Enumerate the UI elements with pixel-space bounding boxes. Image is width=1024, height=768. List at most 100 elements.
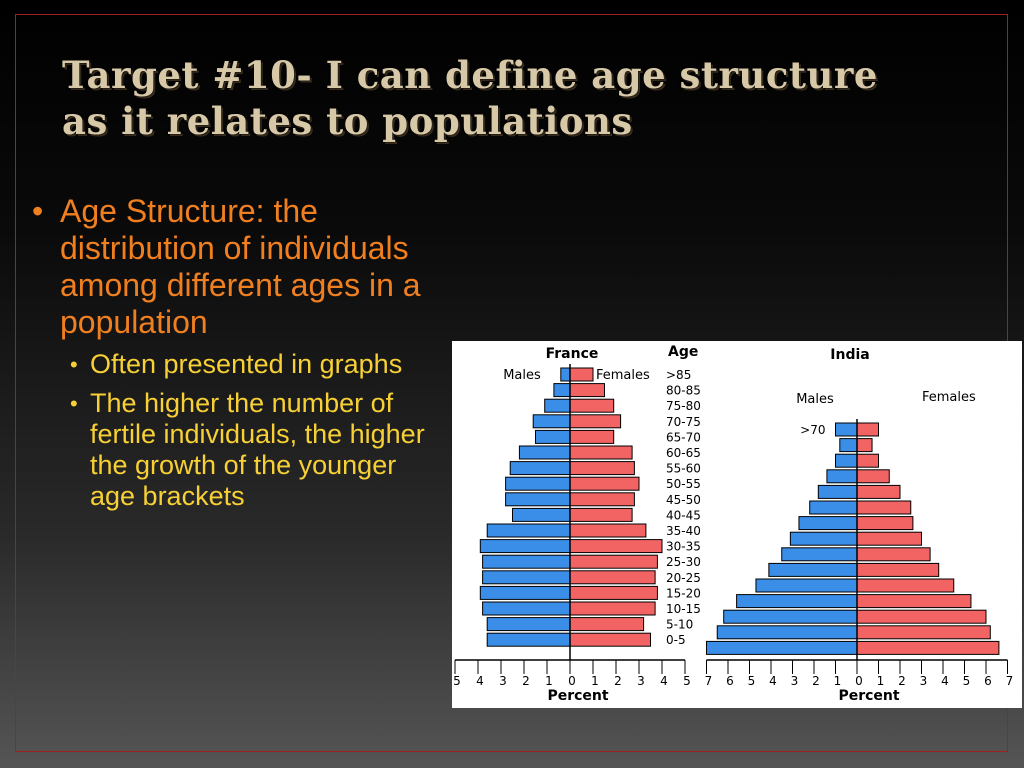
bullet-dot: • xyxy=(32,193,44,229)
france-x-tick-label: 0 xyxy=(568,674,576,688)
india-female-bar xyxy=(856,469,890,484)
india-female-bar xyxy=(856,453,879,468)
india-males-label: Males xyxy=(796,392,834,407)
india-female-bar xyxy=(856,578,955,593)
bullet-dot: • xyxy=(70,352,78,377)
india-female-bar xyxy=(856,438,873,453)
france-male-bar xyxy=(544,398,571,413)
france-x-tick-label: 4 xyxy=(660,674,668,688)
france-female-bar xyxy=(569,414,622,429)
india-x-tick-label: 2 xyxy=(812,674,820,688)
india-x-tick-label: 7 xyxy=(705,674,713,688)
france-males-label: Males xyxy=(503,368,541,383)
france-female-bar xyxy=(569,429,615,444)
india-female-bar xyxy=(856,422,879,437)
france-male-bar xyxy=(486,523,571,538)
france-female-bar xyxy=(569,476,640,491)
france-age-label: 25-30 xyxy=(666,555,701,569)
india-male-bar xyxy=(723,609,858,624)
india-male-bar xyxy=(789,531,858,546)
india-male-bar xyxy=(755,578,858,593)
india-male-bar xyxy=(706,640,858,655)
india-male-bar xyxy=(798,516,858,531)
france-male-bar xyxy=(486,617,571,632)
france-female-bar xyxy=(569,554,658,569)
sub-bullet-text: The higher the number of fertile individ… xyxy=(90,388,425,511)
france-male-bar xyxy=(509,461,571,476)
france-age-header: Age xyxy=(668,344,698,360)
india-x-tick-label: 6 xyxy=(984,674,992,688)
france-x-tick-label: 3 xyxy=(499,674,507,688)
france-age-label: 75-80 xyxy=(666,399,701,413)
france-age-label: 80-85 xyxy=(666,384,701,398)
india-female-bar xyxy=(856,640,1000,655)
india-x-tick-label: 1 xyxy=(834,674,842,688)
france-age-label: 35-40 xyxy=(666,524,701,538)
france-male-bar xyxy=(535,429,571,444)
france-female-bar xyxy=(569,383,605,398)
france-x-tick-label: 2 xyxy=(614,674,622,688)
india-male-bar xyxy=(826,469,858,484)
france-male-bar xyxy=(505,476,571,491)
france-title: France xyxy=(546,346,599,362)
bullet-dot: • xyxy=(70,391,78,416)
france-age-label: 30-35 xyxy=(666,540,701,554)
sub-bullet: • The higher the number of fertile indiv… xyxy=(32,388,437,512)
france-male-bar xyxy=(512,507,571,522)
france-age-label: 5-10 xyxy=(666,618,693,632)
india-age-label: >70 xyxy=(800,423,825,437)
france-age-label: 10-15 xyxy=(666,602,701,616)
france-x-tick-label: 5 xyxy=(453,674,461,688)
india-x-tick-label: 2 xyxy=(898,674,906,688)
france-age-label: 45-50 xyxy=(666,493,701,507)
france-male-bar xyxy=(486,632,571,647)
france-age-label: 0-5 xyxy=(666,633,686,647)
india-x-tick-label: 4 xyxy=(941,674,949,688)
india-x-tick-label: 3 xyxy=(791,674,799,688)
france-age-label: 15-20 xyxy=(666,586,701,600)
india-male-bar xyxy=(839,438,858,453)
india-x-tick-label: 6 xyxy=(726,674,734,688)
title-line-2: as it relates to populations xyxy=(62,99,633,143)
france-female-bar xyxy=(569,398,615,413)
india-x-axis-label: Percent xyxy=(838,688,899,704)
france-age-label: 40-45 xyxy=(666,508,701,522)
france-female-bar xyxy=(569,492,635,507)
india-male-bar xyxy=(781,547,858,562)
india-x-tick-label: 4 xyxy=(769,674,777,688)
france-x-tick-label: 2 xyxy=(522,674,530,688)
india-female-bar xyxy=(856,594,972,609)
india-female-bar xyxy=(856,516,914,531)
france-female-bar xyxy=(569,461,635,476)
bullet-list: • Age Structure: the distribution of ind… xyxy=(32,193,437,512)
main-bullet: • Age Structure: the distribution of ind… xyxy=(32,193,437,341)
france-male-bar xyxy=(482,554,571,569)
france-male-bar xyxy=(532,414,571,429)
france-female-bar xyxy=(569,617,645,632)
france-females-label: Females xyxy=(596,368,650,383)
india-male-bar xyxy=(768,562,858,577)
india-x-tick-label: 0 xyxy=(855,674,863,688)
india-male-bar xyxy=(809,500,858,515)
france-age-label: >85 xyxy=(666,368,691,382)
india-female-bar xyxy=(856,547,931,562)
india-x-tick-label: 3 xyxy=(920,674,928,688)
india-female-bar xyxy=(856,609,987,624)
france-female-bar xyxy=(569,601,656,616)
india-title: India xyxy=(830,347,869,363)
india-females-label: Females xyxy=(922,390,976,405)
india-female-bar xyxy=(856,562,940,577)
france-male-bar xyxy=(518,445,571,460)
title-line-1: Target #10- I can define age structure xyxy=(62,53,878,97)
france-female-bar xyxy=(569,539,663,554)
france-age-label: 20-25 xyxy=(666,571,701,585)
france-x-tick-label: 5 xyxy=(683,674,691,688)
france-female-bar xyxy=(569,632,651,647)
france-female-bar xyxy=(569,523,647,538)
france-male-bar xyxy=(479,585,571,600)
india-female-bar xyxy=(856,484,901,499)
france-age-label: 60-65 xyxy=(666,446,701,460)
france-female-bar xyxy=(569,445,633,460)
india-female-bar xyxy=(856,625,991,640)
